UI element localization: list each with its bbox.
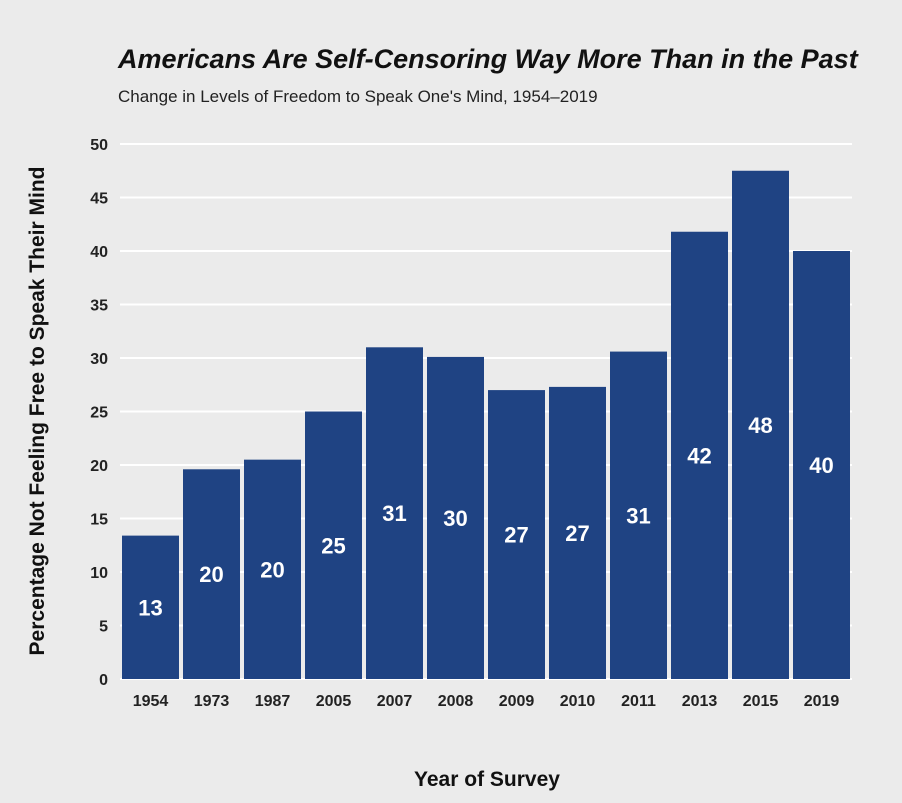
y-tick-label: 5 xyxy=(99,619,108,636)
x-tick-label: 2008 xyxy=(438,693,474,710)
x-tick-label: 1987 xyxy=(255,693,291,710)
x-tick-label: 2005 xyxy=(316,693,352,710)
y-tick-label: 20 xyxy=(90,458,108,475)
x-tick-label: 2013 xyxy=(682,693,718,710)
data-label: 13 xyxy=(138,595,162,620)
y-tick-label: 35 xyxy=(90,298,108,315)
y-tick-label: 0 xyxy=(99,672,108,689)
data-label: 25 xyxy=(321,533,345,558)
y-tick-label: 45 xyxy=(90,191,108,208)
bar-2011 xyxy=(610,351,667,679)
chart-title: Americans Are Self-Censoring Way More Th… xyxy=(117,44,859,74)
y-tick-label: 40 xyxy=(90,244,108,261)
data-label: 20 xyxy=(260,557,284,582)
x-axis-title: Year of Survey xyxy=(414,768,560,791)
data-label: 30 xyxy=(443,506,467,531)
bar-2007 xyxy=(366,347,423,679)
x-axis-ticks: 1954 1973 1987 2005 2007 2008 2009 2010 2011 2013… xyxy=(133,693,840,710)
bar-2019 xyxy=(793,251,850,679)
gridlines xyxy=(120,143,852,680)
y-tick-label: 25 xyxy=(90,405,108,422)
y-axis-title: Percentage Not Feeling Free to Speak The… xyxy=(26,167,49,656)
bar-1987 xyxy=(244,459,301,679)
x-tick-label: 2009 xyxy=(499,693,535,710)
data-label: 20 xyxy=(199,562,223,587)
bar-2015 xyxy=(732,170,789,679)
data-labels: 13 20 20 25 31 30 27 27 31 42 48 40 xyxy=(138,413,833,620)
x-tick-label: 2011 xyxy=(621,693,656,710)
x-tick-label: 2015 xyxy=(743,693,779,710)
bars xyxy=(122,170,850,680)
x-tick-label: 1973 xyxy=(194,693,230,710)
bar-1973 xyxy=(183,469,240,679)
x-tick-label: 2010 xyxy=(560,693,596,710)
bar-1954 xyxy=(122,535,179,679)
x-tick-label: 1954 xyxy=(133,693,169,710)
x-tick-label: 2019 xyxy=(804,693,840,710)
y-tick-label: 10 xyxy=(90,565,108,582)
y-tick-label: 50 xyxy=(90,137,108,154)
data-label: 40 xyxy=(809,453,833,478)
data-label: 31 xyxy=(626,503,650,528)
data-label: 42 xyxy=(687,443,711,468)
chart-subtitle: Change in Levels of Freedom to Speak One… xyxy=(118,87,598,106)
y-tick-label: 30 xyxy=(90,351,108,368)
data-label: 31 xyxy=(382,501,406,526)
bar-2005 xyxy=(305,411,362,679)
bar-2009 xyxy=(488,390,545,679)
data-label: 48 xyxy=(748,413,772,438)
y-axis-ticks: 0 5 10 15 20 25 30 35 40 45 50 xyxy=(90,137,108,689)
x-tick-label: 2007 xyxy=(377,693,413,710)
data-label: 27 xyxy=(504,523,528,548)
bar-2008 xyxy=(427,356,484,679)
bar-2010 xyxy=(549,386,606,679)
y-tick-label: 15 xyxy=(90,512,108,529)
data-label: 27 xyxy=(565,521,589,546)
bar-2013 xyxy=(671,231,728,680)
